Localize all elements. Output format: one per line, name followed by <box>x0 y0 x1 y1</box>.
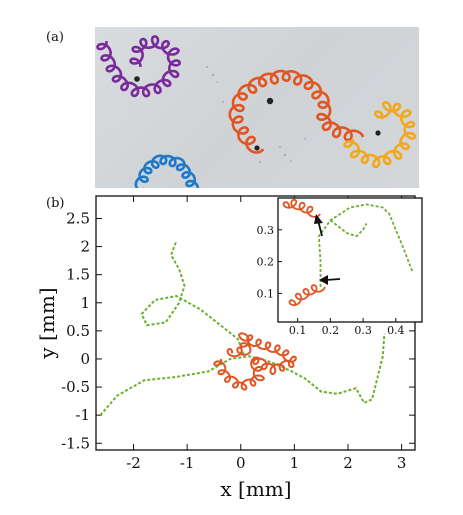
purple-track <box>96 35 182 98</box>
x-tick-label: 1 <box>290 454 300 472</box>
y-tick-label: 2.5 <box>66 209 90 227</box>
main-plot-frame <box>95 195 416 451</box>
inset-x-tick-label: 0.4 <box>387 324 405 337</box>
panel-b-label: (b) <box>46 196 65 211</box>
inset-x-tick-label: 0.3 <box>354 324 372 337</box>
inset-frame <box>277 197 423 323</box>
inset-x-ticks: 0.1 0.2 0.3 0.4 <box>289 318 405 337</box>
inset-series <box>282 198 414 307</box>
panel-a-label: (a) <box>46 30 64 45</box>
y-tick-label: -1 <box>75 406 90 424</box>
second-swimmer <box>254 145 260 151</box>
x-tick-label: 0 <box>236 454 246 472</box>
orange-trajectory <box>282 198 321 218</box>
main-x-ticks: -2 -1 0 1 2 3 <box>126 196 406 472</box>
green-trajectory <box>99 333 386 416</box>
inset-x-tick-label: 0.1 <box>289 324 307 337</box>
y-tick-label: 1 <box>80 294 90 312</box>
trajectory-plot: -2 -1 0 1 2 3 -1.5 -1 -0.5 0 0.5 1 1.5 2 2.5 x [mm] y… <box>35 195 423 501</box>
green-trajectory <box>318 203 414 287</box>
yellow-track <box>343 100 417 169</box>
blue-track <box>134 154 200 192</box>
orange-swimmer <box>266 97 274 105</box>
inset-arrow-down <box>314 214 323 237</box>
main-series <box>99 240 386 416</box>
inset-y-tick-label: 0.3 <box>257 224 275 237</box>
orange-trajectory <box>288 284 326 307</box>
track-photograph <box>95 27 419 192</box>
y-tick-label: -0.5 <box>61 378 90 396</box>
x-tick-label: -1 <box>180 454 195 472</box>
main-y-ticks: -1.5 -1 -0.5 0 0.5 1 1.5 2 2.5 <box>61 209 415 452</box>
y-axis-label: y [mm] <box>35 287 59 359</box>
y-tick-label: 1.5 <box>66 266 90 284</box>
x-axis-label: x [mm] <box>220 477 291 501</box>
x-tick-label: -2 <box>126 454 141 472</box>
yellow-swimmer <box>375 130 381 136</box>
green-trajectory <box>140 240 245 355</box>
y-tick-label: 0 <box>80 350 90 368</box>
photo-tracks <box>96 35 417 192</box>
y-tick-label: 0.5 <box>66 322 90 340</box>
inset-y-tick-label: 0.1 <box>257 287 275 300</box>
inset-y-ticks: 0.1 0.2 0.3 <box>257 224 282 300</box>
y-tick-label: 2 <box>80 238 90 256</box>
photo-debris <box>206 66 306 163</box>
orange-track <box>228 69 365 154</box>
x-tick-label: 2 <box>343 454 353 472</box>
purple-swimmer <box>134 76 140 82</box>
x-tick-label: 3 <box>397 454 407 472</box>
green-trajectory <box>329 219 368 238</box>
y-tick-label: -1.5 <box>61 434 90 452</box>
inset-arrow-left <box>319 275 341 285</box>
inset-x-tick-label: 0.2 <box>322 324 340 337</box>
inset-y-tick-label: 0.2 <box>257 256 275 269</box>
orange-trajectory <box>213 332 297 391</box>
